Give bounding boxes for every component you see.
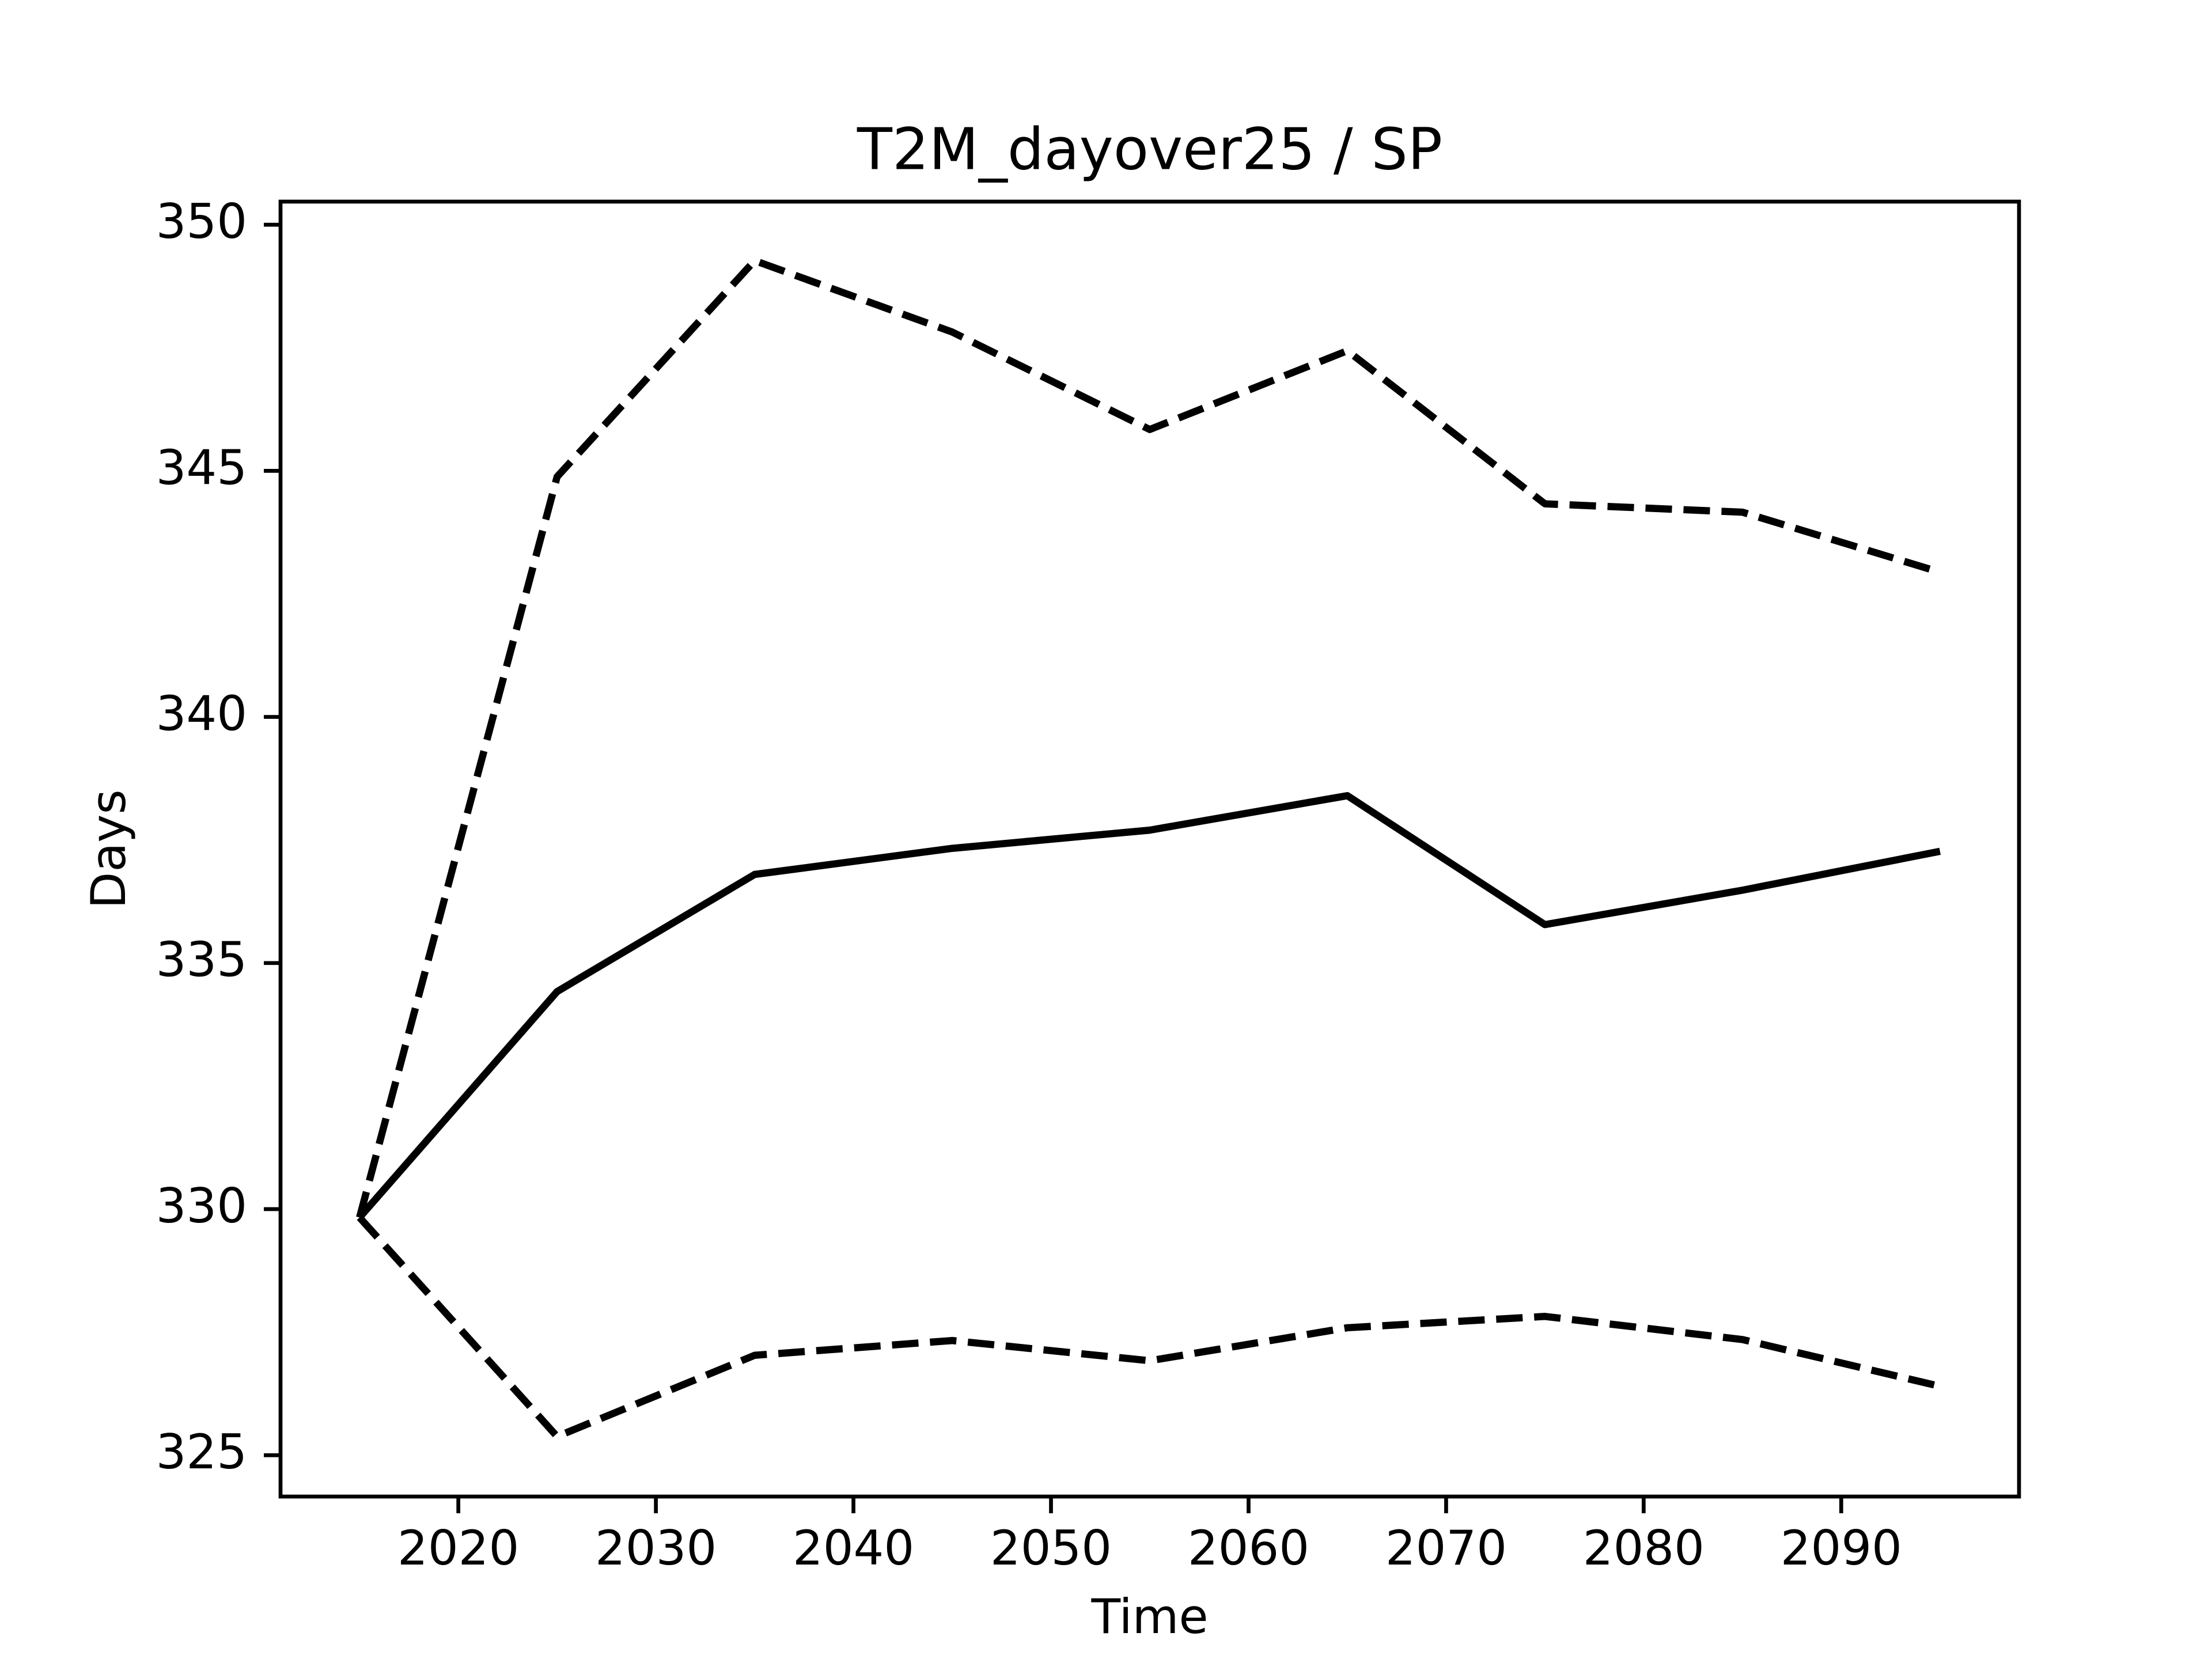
y-tick-label: 340 <box>156 686 247 742</box>
data-line <box>357 792 1941 1220</box>
chart-title: T2M_dayover25 / SP <box>857 115 1442 183</box>
x-tick-label: 2020 <box>397 1520 519 1576</box>
plot-frame <box>278 199 2021 1499</box>
y-axis-label: Days <box>81 789 137 908</box>
x-tick-label: 2070 <box>1385 1520 1507 1576</box>
data-line <box>357 1215 1941 1441</box>
x-tick-label: 2050 <box>990 1520 1112 1576</box>
y-tick-label: 350 <box>156 194 247 249</box>
x-tick-label: 2090 <box>1781 1520 1902 1576</box>
y-tick-label: 325 <box>156 1424 247 1480</box>
x-axis-label: Time <box>1090 1589 1208 1645</box>
x-tick-label: 2080 <box>1583 1520 1705 1576</box>
x-tick-label: 2040 <box>793 1520 914 1576</box>
y-tick-label: 345 <box>156 440 247 495</box>
x-tick-label: 2060 <box>1188 1520 1309 1576</box>
data-line <box>356 257 1941 1219</box>
y-tick-label: 330 <box>156 1178 247 1234</box>
y-tick-label: 335 <box>156 932 247 988</box>
x-tick-label: 2030 <box>595 1520 717 1576</box>
